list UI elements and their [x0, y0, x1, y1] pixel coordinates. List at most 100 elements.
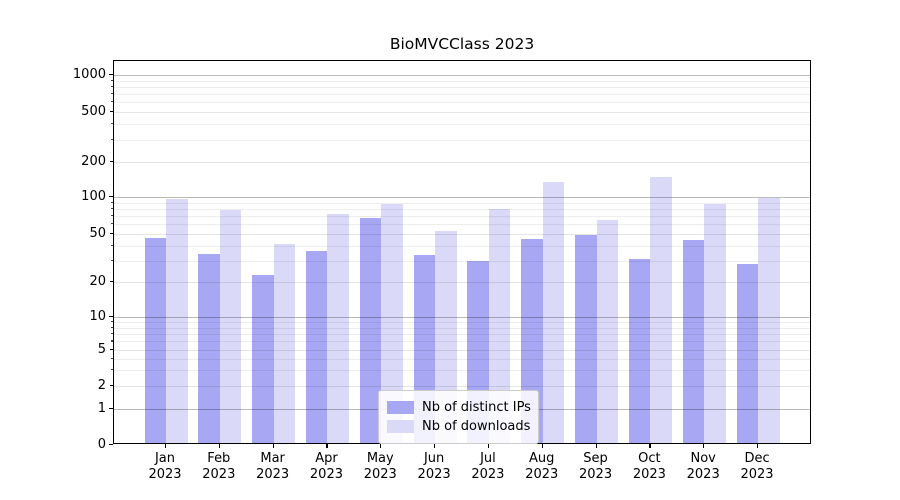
y-minor-tick-mark [111, 79, 113, 81]
y-tick-label: 20 [89, 273, 106, 289]
y-minor-tick-mark [111, 138, 113, 141]
x-tick-year: 2023 [363, 467, 397, 482]
bar-distinct-ips [359, 218, 382, 443]
x-tick-mark [434, 444, 436, 448]
bar-distinct-ips [198, 253, 220, 443]
gridline [114, 94, 810, 96]
x-tick-mark [541, 444, 543, 448]
x-tick-mark [757, 444, 759, 448]
gridline [114, 245, 810, 247]
chart-title: BioMVCClass 2023 [389, 35, 535, 53]
x-tick-year: 2023 [632, 467, 666, 482]
y-minor-tick-mark [111, 340, 113, 342]
x-tick-year: 2023 [148, 467, 182, 482]
gridline [114, 224, 810, 226]
x-tick-month: Apr [315, 451, 338, 466]
gridline [114, 124, 810, 126]
gridline [114, 202, 810, 204]
bar-distinct-ips [252, 275, 274, 443]
x-tick-month: Jul [480, 451, 496, 466]
x-tick-label: Aug 2023 [512, 451, 572, 483]
y-tick-mark [110, 233, 113, 235]
bar-distinct-ips [682, 239, 705, 443]
y-tick-mark [109, 408, 113, 410]
x-tick-mark [165, 444, 167, 448]
y-tick-mark [109, 444, 113, 446]
x-tick-month: Nov [690, 451, 716, 466]
gridline [114, 333, 810, 335]
x-tick-label: Jan 2023 [135, 451, 195, 483]
x-tick-mark [487, 444, 490, 448]
x-tick-mark [326, 444, 328, 448]
gridline [114, 112, 810, 113]
x-tick-month: Dec [744, 451, 770, 466]
y-minor-tick-mark [111, 215, 113, 217]
x-tick-label: Jun 2023 [404, 451, 464, 483]
x-tick-year: 2023 [525, 467, 559, 482]
x-tick-month: Oct [638, 451, 661, 466]
gridline [114, 317, 810, 318]
x-tick-label: Nov 2023 [673, 451, 733, 483]
legend-row: Nb of distinct IPs [387, 399, 531, 416]
gridline [114, 370, 810, 372]
gridline [114, 102, 810, 104]
gridline [114, 86, 810, 88]
x-tick-label: Jul 2023 [458, 451, 518, 483]
y-minor-tick-mark [111, 332, 113, 335]
bar-downloads [488, 208, 511, 443]
y-minor-tick-mark [111, 223, 113, 225]
gridline [114, 234, 810, 235]
gridline [114, 260, 810, 262]
bar-downloads [596, 219, 619, 443]
bar-downloads [704, 203, 726, 443]
x-tick-year: 2023 [256, 467, 290, 482]
y-tick-label: 50 [89, 225, 106, 241]
x-tick-year: 2023 [471, 467, 505, 482]
gridline [114, 358, 810, 360]
bar-downloads [435, 230, 457, 443]
x-tick-year: 2023 [202, 467, 236, 482]
gridline [114, 282, 810, 283]
x-tick-year: 2023 [579, 467, 613, 482]
y-tick-label: 200 [81, 153, 106, 169]
bar-distinct-ips [575, 235, 597, 443]
y-minor-tick-mark [111, 259, 113, 261]
x-tick-month: Jan [154, 451, 176, 466]
y-tick-mark [109, 196, 113, 198]
gridline [114, 197, 810, 198]
x-tick-month: May [366, 451, 394, 466]
gridline [114, 75, 810, 76]
gridline [114, 341, 810, 343]
gridline [114, 139, 810, 141]
plot-area [113, 60, 811, 444]
gridline [114, 386, 810, 387]
legend-row: Nb of downloads [387, 418, 530, 435]
x-tick-mark [595, 444, 597, 448]
gridline [114, 80, 810, 82]
y-minor-tick-mark [111, 244, 113, 246]
gridline [114, 208, 810, 210]
y-minor-tick-mark [111, 101, 113, 103]
y-tick-mark [110, 349, 113, 351]
x-tick-mark [218, 444, 220, 448]
bar-downloads [219, 210, 242, 443]
bar-downloads [166, 199, 188, 443]
y-minor-tick-mark [111, 369, 113, 371]
legend-swatch [387, 401, 414, 414]
bar-downloads [542, 181, 565, 443]
bar-downloads [273, 243, 296, 443]
bar-downloads [327, 214, 349, 443]
legend-swatch [387, 420, 414, 433]
x-tick-year: 2023 [740, 467, 774, 482]
x-tick-label: Apr 2023 [296, 451, 356, 483]
x-tick-label: Oct 2023 [619, 451, 679, 483]
y-tick-label: 2 [97, 377, 106, 393]
gridline [114, 350, 810, 351]
gridline [114, 322, 810, 324]
x-tick-month: Aug [529, 451, 555, 466]
x-tick-month: Sep [583, 451, 608, 466]
y-minor-tick-mark [111, 321, 113, 323]
legend-label: Nb of downloads [422, 419, 531, 434]
y-tick-mark [109, 316, 113, 318]
